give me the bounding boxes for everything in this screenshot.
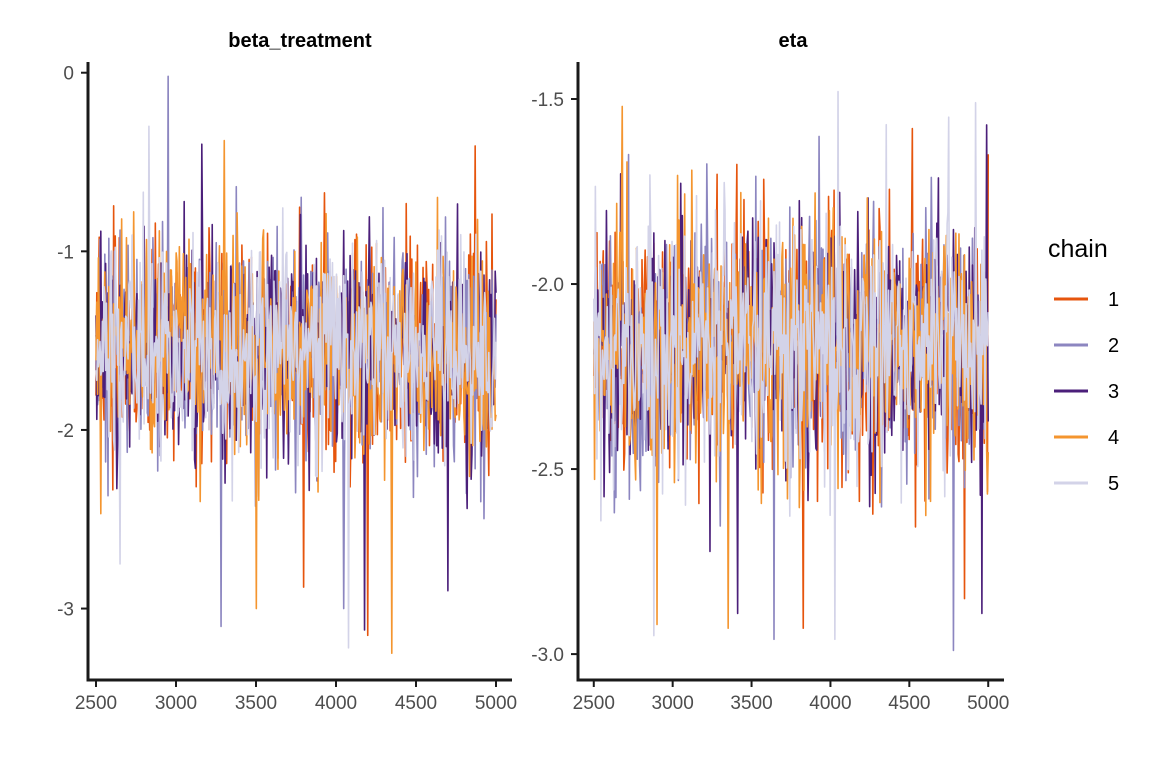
x-tick-label: 2500: [573, 693, 615, 714]
x-tick-label: 4500: [888, 693, 930, 714]
y-tick-label: -3.0: [531, 645, 564, 666]
x-tick-label: 3500: [730, 693, 772, 714]
legend-label-1: 1: [1108, 289, 1119, 311]
y-tick-label: -1: [57, 242, 74, 263]
x-tick-label: 2500: [75, 693, 117, 714]
panel-title: eta: [779, 30, 809, 52]
x-tick-label: 3500: [235, 693, 277, 714]
y-tick-label: -2.0: [531, 275, 564, 296]
panel-eta: eta -1.5 -2.0 -2.5 -3.0 2500 3000 3500 4000 4500 5…: [531, 30, 1009, 714]
legend-title: chain: [1048, 235, 1108, 263]
legend-label-5: 5: [1108, 473, 1119, 495]
y-tick-label: -3: [57, 600, 74, 621]
y-tick-label: 0: [63, 64, 74, 85]
y-tick-label: -1.5: [531, 90, 564, 111]
x-tick-label: 3000: [652, 693, 694, 714]
trace-lines: [95, 75, 497, 655]
legend: chain 1 2 3 4 5: [1048, 235, 1119, 495]
legend-label-2: 2: [1108, 335, 1119, 357]
x-tick-label: 5000: [475, 693, 517, 714]
x-tick-label: 4000: [809, 693, 851, 714]
x-tick-label: 4000: [315, 693, 357, 714]
legend-label-3: 3: [1108, 381, 1119, 403]
trace-lines: [592, 90, 990, 652]
y-tick-label: -2.5: [531, 460, 564, 481]
trace-series-5: [592, 90, 990, 641]
x-tick-label: 5000: [967, 693, 1009, 714]
trace-series-5: [95, 125, 497, 649]
panel-title: beta_treatment: [228, 30, 372, 52]
x-tick-label: 3000: [155, 693, 197, 714]
panel-beta-treatment: beta_treatment 0 -1 -2 -3 2500 3000 3500 4000 450…: [57, 30, 517, 714]
x-tick-label: 4500: [395, 693, 437, 714]
y-tick-label: -2: [57, 421, 74, 442]
legend-label-4: 4: [1108, 427, 1119, 449]
